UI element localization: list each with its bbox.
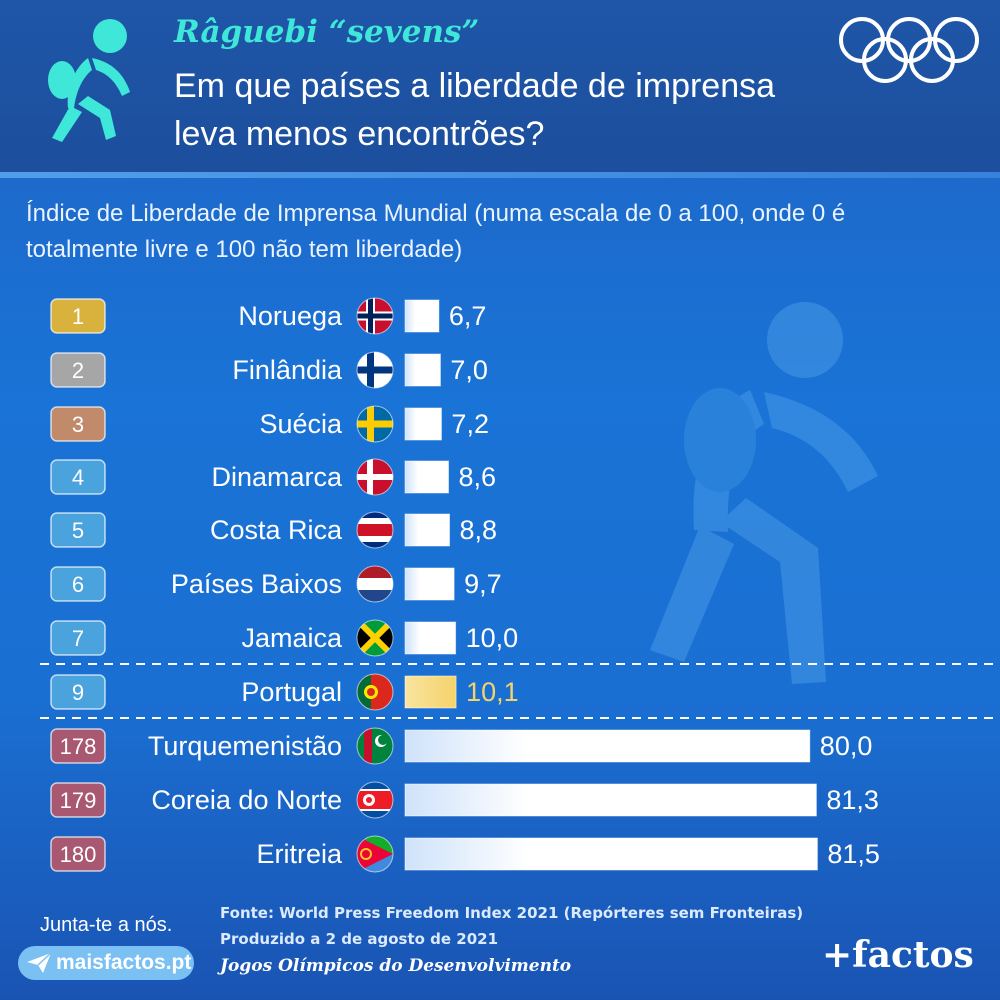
bar [404, 407, 442, 441]
header [0, 0, 1000, 172]
rank-label: 2 [72, 358, 84, 383]
rugby-player-icon [48, 19, 130, 142]
rank-label: 4 [72, 465, 84, 490]
rank-badge [50, 459, 106, 495]
footer-join-text: Junta-te a nós. [40, 914, 173, 936]
header-divider [0, 172, 1000, 178]
rank-badge [50, 566, 106, 602]
netherlands-flag-icon [356, 565, 394, 603]
rank-label: 5 [72, 518, 84, 543]
bar [404, 353, 441, 387]
rank-label: 180 [60, 842, 97, 867]
category-label: Dinamarca [211, 462, 343, 492]
rank-badge [50, 728, 106, 764]
category-label: Jamaica [241, 623, 343, 653]
value-label: 8,8 [460, 515, 498, 545]
category-label: Costa Rica [210, 515, 343, 545]
footer-site-label: maisfactos.pt [56, 951, 192, 974]
costa-rica-flag-icon [356, 511, 394, 549]
turkmenistan-flag-icon [356, 727, 394, 765]
rank-badge [50, 512, 106, 548]
rank-label: 178 [60, 734, 97, 759]
rank-badge [50, 836, 106, 872]
norway-flag-icon [356, 297, 394, 335]
value-label: 10,1 [466, 677, 519, 707]
rank-badge [50, 620, 106, 656]
value-label: 6,7 [449, 301, 487, 331]
portugal-flag-icon [356, 673, 394, 711]
category-label: Finlândia [232, 355, 343, 385]
rank-badge [50, 406, 106, 442]
rank-label: 179 [60, 788, 97, 813]
bar [404, 299, 440, 333]
bar [404, 621, 457, 655]
bar [404, 460, 450, 494]
bar [404, 513, 451, 547]
bar [404, 837, 818, 871]
sweden-flag-icon [356, 405, 394, 443]
finland-flag-icon [356, 351, 394, 389]
sport-title: Râguebi “sevens” [174, 14, 480, 50]
category-label: Turquemenistão [148, 731, 342, 761]
value-label: 81,5 [827, 839, 880, 869]
value-label: 7,2 [451, 409, 489, 439]
bar [404, 783, 817, 817]
rank-badge [50, 782, 106, 818]
headline: Em que países a liberdade de imprensa le… [174, 67, 776, 153]
rank-badge [50, 298, 106, 334]
north-korea-flag-icon [356, 781, 394, 819]
rank-badge [50, 674, 106, 710]
olympic-rings-logo [839, 17, 979, 83]
rank-badge [50, 352, 106, 388]
category-label: Coreia do Norte [151, 785, 342, 815]
value-label: 10,0 [466, 623, 519, 653]
category-label: Portugal [241, 677, 342, 707]
denmark-flag-icon [356, 458, 394, 496]
category-label: Países Baixos [171, 569, 342, 599]
brand-logo: +factos [822, 934, 974, 976]
category-label: Eritreia [256, 839, 343, 869]
jamaica-flag-icon [356, 619, 394, 657]
value-label: 8,6 [459, 462, 497, 492]
value-label: 81,3 [826, 785, 879, 815]
category-label: Suécia [259, 409, 343, 439]
rank-label: 1 [72, 304, 84, 329]
bar [404, 675, 457, 709]
value-label: 9,7 [464, 569, 502, 599]
source-text: Fonte: World Press Freedom Index 2021 (R… [220, 904, 804, 922]
produced-text: Produzido a 2 de agosto de 2021 [220, 930, 499, 948]
chart-subtitle: Índice de Liberdade de Imprensa Mundial … [26, 200, 846, 263]
rank-label: 6 [72, 572, 84, 597]
rank-label: 7 [72, 626, 84, 651]
category-label: Noruega [238, 301, 343, 331]
bar [404, 729, 811, 763]
value-label: 7,0 [450, 355, 488, 385]
rank-label: 3 [72, 412, 84, 437]
project-text: Jogos Olímpicos do Desenvolvimento [220, 956, 572, 976]
rank-label: 9 [72, 680, 84, 705]
eritrea-flag-icon [356, 835, 394, 873]
background-player-icon [650, 302, 878, 684]
paper-plane-icon [27, 952, 52, 973]
bar [404, 567, 455, 601]
value-label: 80,0 [820, 731, 873, 761]
footer-site-link[interactable]: maisfactos.pt [18, 946, 194, 980]
